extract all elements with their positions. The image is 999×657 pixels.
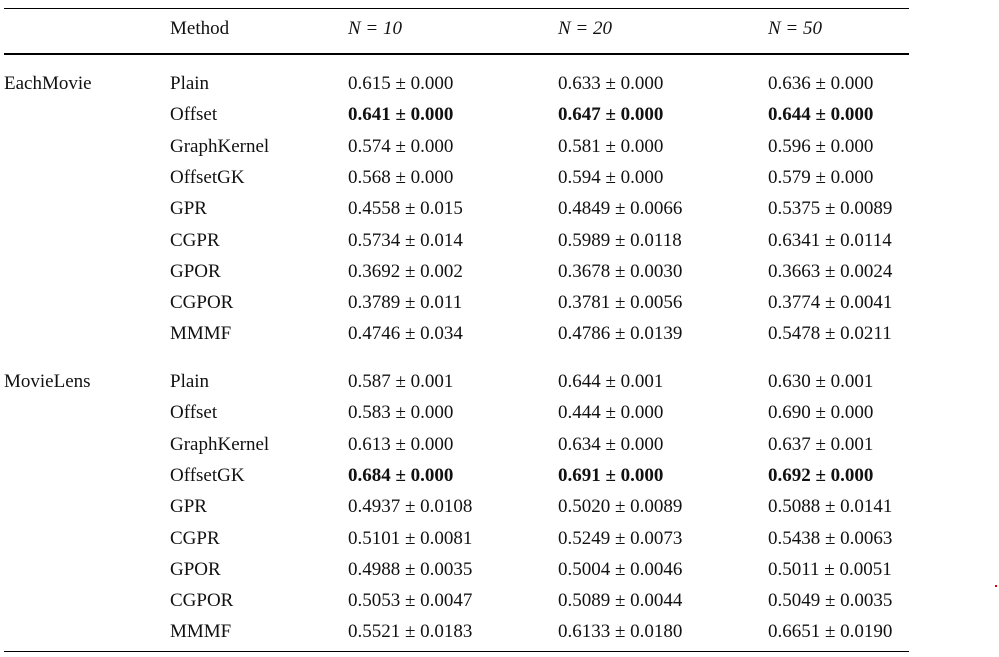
value-n50-cell: 0.5375 ± 0.0089 [768, 198, 893, 219]
value-n10-cell: 0.3789 ± 0.011 [348, 292, 463, 313]
method-cell: OffsetGK [170, 167, 245, 188]
method-cell: Plain [170, 73, 210, 94]
method-cell: Offset [170, 402, 218, 423]
value-n10-cell: 0.574 ± 0.000 [348, 136, 454, 157]
value-n10-cell: 0.5053 ± 0.0047 [348, 590, 473, 611]
method-cell: GPOR [170, 559, 221, 580]
header-n50: N = 50 [768, 18, 822, 39]
value-n50-cell: 0.596 ± 0.000 [768, 136, 874, 157]
value-n10-cell: 0.583 ± 0.000 [348, 402, 454, 423]
value-n50-cell: 0.5438 ± 0.0063 [768, 528, 893, 549]
value-n10-cell: 0.568 ± 0.000 [348, 167, 454, 188]
method-cell: CGPOR [170, 590, 234, 611]
value-n10-cell: 0.615 ± 0.000 [348, 73, 454, 94]
method-cell: CGPOR [170, 292, 234, 313]
value-n20-cell: 0.5020 ± 0.0089 [558, 496, 683, 517]
value-n20-cell: 0.647 ± 0.000 [558, 104, 664, 125]
value-n50-cell: 0.690 ± 0.000 [768, 402, 874, 423]
value-n10-cell: 0.4746 ± 0.034 [348, 323, 463, 344]
value-n20-cell: 0.5004 ± 0.0046 [558, 559, 683, 580]
value-n20-cell: 0.6133 ± 0.0180 [558, 621, 683, 642]
value-n10-cell: 0.641 ± 0.000 [348, 104, 454, 125]
stray-mark [995, 585, 997, 587]
value-n50-cell: 0.5088 ± 0.0141 [768, 496, 893, 517]
header-n20: N = 20 [558, 18, 612, 39]
value-n10-cell: 0.684 ± 0.000 [348, 465, 454, 486]
value-n10-cell: 0.4558 ± 0.015 [348, 198, 463, 219]
value-n20-cell: 0.5989 ± 0.0118 [558, 230, 682, 251]
method-cell: GPR [170, 496, 207, 517]
value-n50-cell: 0.692 ± 0.000 [768, 465, 874, 486]
table-bottom-rule [4, 651, 909, 652]
value-n20-cell: 0.691 ± 0.000 [558, 465, 664, 486]
value-n20-cell: 0.594 ± 0.000 [558, 167, 664, 188]
header-method: Method [170, 18, 230, 39]
value-n10-cell: 0.587 ± 0.001 [348, 371, 454, 392]
method-cell: CGPR [170, 528, 220, 549]
method-cell: GPR [170, 198, 207, 219]
value-n10-cell: 0.4988 ± 0.0035 [348, 559, 473, 580]
method-cell: Offset [170, 104, 218, 125]
value-n50-cell: 0.5011 ± 0.0051 [768, 559, 892, 580]
header-n10: N = 10 [348, 18, 402, 39]
value-n50-cell: 0.3774 ± 0.0041 [768, 292, 893, 313]
value-n50-cell: 0.5049 ± 0.0035 [768, 590, 893, 611]
method-cell: MMMF [170, 621, 232, 642]
method-cell: Plain [170, 371, 210, 392]
method-cell: GPOR [170, 261, 221, 282]
dataset-label: EachMovie [4, 73, 92, 94]
value-n10-cell: 0.5521 ± 0.0183 [348, 621, 473, 642]
method-cell: OffsetGK [170, 465, 245, 486]
value-n50-cell: 0.579 ± 0.000 [768, 167, 874, 188]
dataset-label: MovieLens [4, 371, 91, 392]
value-n10-cell: 0.4937 ± 0.0108 [348, 496, 473, 517]
value-n20-cell: 0.444 ± 0.000 [558, 402, 664, 423]
value-n20-cell: 0.634 ± 0.000 [558, 434, 664, 455]
value-n50-cell: 0.636 ± 0.000 [768, 73, 874, 94]
value-n20-cell: 0.4849 ± 0.0066 [558, 198, 683, 219]
value-n20-cell: 0.3678 ± 0.0030 [558, 261, 683, 282]
value-n50-cell: 0.6651 ± 0.0190 [768, 621, 893, 642]
value-n50-cell: 0.3663 ± 0.0024 [768, 261, 893, 282]
method-cell: MMMF [170, 323, 232, 344]
value-n10-cell: 0.613 ± 0.000 [348, 434, 454, 455]
value-n10-cell: 0.5101 ± 0.0081 [348, 528, 473, 549]
value-n10-cell: 0.3692 ± 0.002 [348, 261, 463, 282]
header-rule [4, 53, 909, 55]
value-n20-cell: 0.581 ± 0.000 [558, 136, 664, 157]
method-cell: GraphKernel [170, 136, 270, 157]
value-n20-cell: 0.5249 ± 0.0073 [558, 528, 683, 549]
value-n50-cell: 0.644 ± 0.000 [768, 104, 874, 125]
value-n50-cell: 0.5478 ± 0.0211 [768, 323, 892, 344]
method-cell: GraphKernel [170, 434, 270, 455]
table-top-rule [4, 8, 909, 9]
value-n50-cell: 0.6341 ± 0.0114 [768, 230, 892, 251]
value-n20-cell: 0.4786 ± 0.0139 [558, 323, 683, 344]
value-n20-cell: 0.3781 ± 0.0056 [558, 292, 683, 313]
value-n10-cell: 0.5734 ± 0.014 [348, 230, 463, 251]
method-cell: CGPR [170, 230, 220, 251]
value-n20-cell: 0.644 ± 0.001 [558, 371, 664, 392]
value-n50-cell: 0.637 ± 0.001 [768, 434, 874, 455]
value-n20-cell: 0.633 ± 0.000 [558, 73, 664, 94]
value-n50-cell: 0.630 ± 0.001 [768, 371, 874, 392]
value-n20-cell: 0.5089 ± 0.0044 [558, 590, 683, 611]
